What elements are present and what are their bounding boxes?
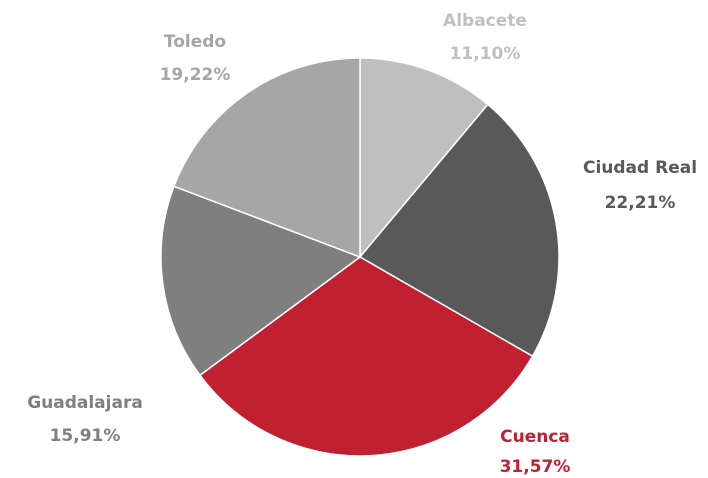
- value-label: 15,91%: [50, 426, 121, 446]
- pie-slice: [198, 256, 534, 457]
- value-label: 11,10%: [450, 44, 521, 64]
- pie-slice: [358, 103, 560, 358]
- category-label: Cuenca: [500, 427, 570, 447]
- category-label: Guadalajara: [27, 393, 143, 413]
- category-label: Ciudad Real: [583, 158, 697, 178]
- category-label: Albacete: [443, 11, 527, 31]
- value-label: 31,57%: [500, 457, 571, 477]
- value-label: 22,21%: [605, 193, 676, 213]
- pie-slice: [359, 57, 489, 260]
- value-label: 19,22%: [160, 65, 231, 85]
- pie-slice: [160, 185, 362, 377]
- category-label: Toledo: [164, 32, 226, 52]
- pie-slice: [173, 57, 361, 259]
